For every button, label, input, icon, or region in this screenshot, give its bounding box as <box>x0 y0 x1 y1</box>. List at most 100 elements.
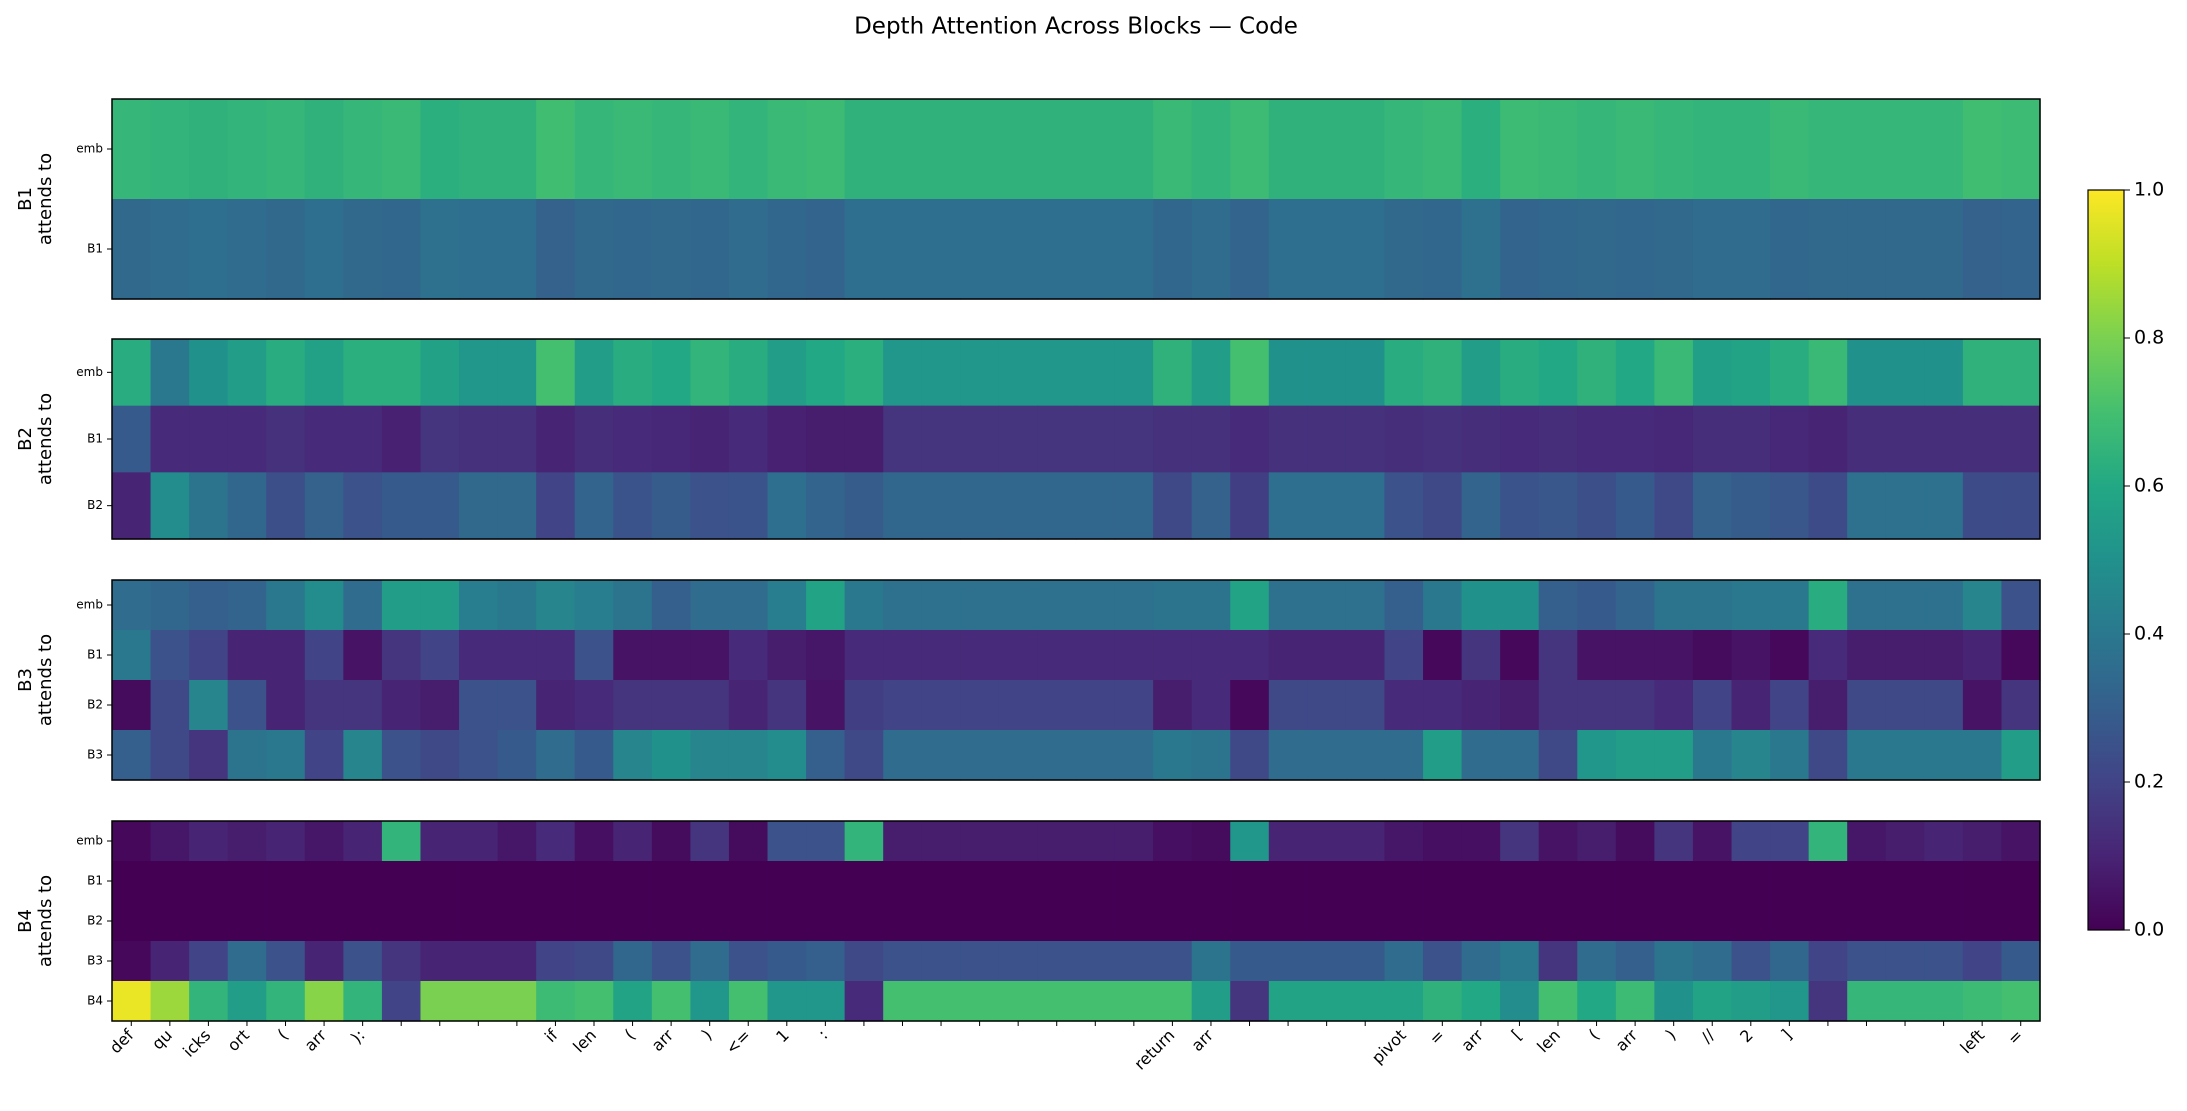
heatmap-cell <box>189 630 229 681</box>
heatmap-cell <box>1230 821 1270 862</box>
x-tick-label: [ <box>1508 1026 1526 1044</box>
heatmap-cell <box>1230 730 1270 781</box>
heatmap-cell <box>1307 339 1347 407</box>
heatmap-cell <box>420 339 460 407</box>
heatmap-cell <box>2001 405 2041 473</box>
heatmap-cell <box>960 981 1000 1022</box>
heatmap-cell <box>459 339 499 407</box>
heatmap-cell <box>536 941 576 982</box>
heatmap-cell <box>420 199 460 300</box>
heatmap-cell <box>574 339 614 407</box>
heatmap-cell <box>613 630 653 681</box>
heatmap-cell <box>1268 99 1308 200</box>
heatmap-cell <box>1885 981 1925 1022</box>
heatmap-cell <box>1384 901 1424 942</box>
heatmap-cell <box>1770 730 1810 781</box>
heatmap-cell <box>728 339 769 407</box>
heatmap-cell <box>227 901 267 942</box>
heatmap-cell <box>1076 821 1116 862</box>
heatmap-cell <box>574 405 614 473</box>
heatmap-cell <box>844 901 884 942</box>
heatmap-cell <box>1500 861 1540 902</box>
heatmap-cell <box>1268 339 1308 407</box>
heatmap-cell <box>1114 472 1154 540</box>
heatmap-cell <box>381 630 422 681</box>
heatmap-cell <box>1153 730 1193 781</box>
heatmap-cell <box>536 580 576 631</box>
heatmap-cell <box>343 901 383 942</box>
heatmap-cell <box>497 821 537 862</box>
heatmap-cell <box>1538 941 1578 982</box>
heatmap-cell <box>574 901 614 942</box>
heatmap-cell <box>1615 472 1655 540</box>
heatmap-cell <box>1731 981 1771 1022</box>
heatmap-cell <box>1654 199 1694 300</box>
heatmap-cell <box>381 901 422 942</box>
heatmap-cell <box>921 821 961 862</box>
heatmap-cell <box>1538 981 1578 1022</box>
heatmap-cell <box>844 630 884 681</box>
heatmap-cell <box>420 901 460 942</box>
heatmap-cell <box>921 861 961 902</box>
heatmap-cell <box>1538 99 1578 200</box>
heatmap-cell <box>651 821 691 862</box>
heatmap-cell <box>1191 821 1231 862</box>
heatmap-cell <box>497 405 537 473</box>
heatmap-cell <box>1076 981 1116 1022</box>
heatmap-cell <box>883 821 923 862</box>
heatmap-cell <box>150 630 190 681</box>
heatmap-cell <box>844 730 884 781</box>
heatmap-cell <box>651 941 691 982</box>
heatmap-cell <box>459 981 499 1022</box>
heatmap-cell <box>2001 630 2041 681</box>
heatmap-cell <box>1500 901 1540 942</box>
heatmap-cell <box>1654 472 1694 540</box>
heatmap-cell <box>960 405 1000 473</box>
heatmap-cell <box>1731 861 1771 902</box>
heatmap-cell <box>2001 580 2041 631</box>
heatmap-cell <box>459 630 499 681</box>
heatmap-cell <box>1114 680 1154 731</box>
heatmap-cell <box>1114 821 1154 862</box>
x-tick-label: left <box>1956 1026 1988 1058</box>
heatmap-cell <box>1731 580 1771 631</box>
heatmap-cell <box>1615 941 1655 982</box>
row-label: B4 <box>87 994 103 1008</box>
heatmap-cell <box>883 630 923 681</box>
heatmap-cell <box>651 981 691 1022</box>
heatmap-cell <box>343 580 383 631</box>
heatmap-cell <box>1307 680 1347 731</box>
x-tick-label: arr <box>1612 1025 1642 1055</box>
heatmap-cell <box>1654 680 1694 731</box>
x-tick-label: ( <box>621 1026 639 1044</box>
heatmap-cell <box>1384 680 1424 731</box>
heatmap-cell <box>960 861 1000 902</box>
heatmap-cell <box>728 861 769 902</box>
heatmap-cell <box>1307 901 1347 942</box>
heatmap-cell <box>1615 861 1655 902</box>
heatmap-cell <box>150 99 190 200</box>
heatmap-cell <box>1615 99 1655 200</box>
heatmap-cell <box>651 99 691 200</box>
heatmap-cell <box>1114 405 1154 473</box>
heatmap-cell <box>767 339 807 407</box>
heatmap-cell <box>1268 472 1308 540</box>
heatmap-cell <box>2001 941 2041 982</box>
heatmap-cell <box>2001 339 2041 407</box>
heatmap-cell <box>1268 901 1308 942</box>
heatmap-cell <box>1307 981 1347 1022</box>
heatmap-cell <box>1114 901 1154 942</box>
heatmap-cell <box>497 680 537 731</box>
heatmap-cell <box>1191 941 1231 982</box>
heatmap-cell <box>1808 680 1848 731</box>
heatmap-cell <box>883 981 923 1022</box>
row-label: B1 <box>87 648 103 662</box>
heatmap-cell <box>998 730 1039 781</box>
heatmap-cell <box>420 99 460 200</box>
heatmap-cell <box>304 630 344 681</box>
heatmap-cell <box>150 901 190 942</box>
heatmap-cell <box>998 981 1039 1022</box>
heatmap-cell <box>1847 941 1887 982</box>
heatmap-cell <box>459 199 499 300</box>
